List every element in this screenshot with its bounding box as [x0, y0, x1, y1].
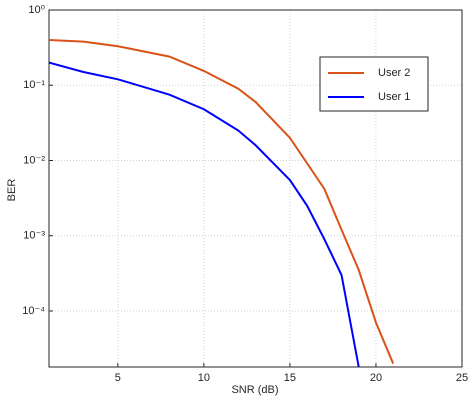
- y-axis-label: BER: [6, 179, 18, 202]
- line-series: [49, 38, 395, 364]
- x-tick-label: 20: [370, 372, 382, 384]
- x-tick-label: 10: [198, 372, 210, 384]
- axes-box: [48, 9, 463, 368]
- y-tick-label: 10⁰: [28, 4, 45, 16]
- y-tick-label: 10⁻²: [23, 154, 45, 166]
- legend-label: User 1: [378, 91, 410, 103]
- x-tick-label: 25: [456, 372, 468, 384]
- y-tick-label: 10⁻³: [23, 230, 45, 242]
- y-tick-label: 10⁻¹: [23, 79, 45, 91]
- line-series: [49, 61, 360, 367]
- y-tick-label: 10⁻⁴: [22, 305, 45, 317]
- x-tick-label: 15: [284, 372, 296, 384]
- legend-box: [319, 56, 429, 112]
- x-axis-label: SNR (dB): [231, 384, 278, 396]
- x-tick-label: 5: [115, 372, 121, 384]
- legend-label: User 2: [378, 67, 410, 79]
